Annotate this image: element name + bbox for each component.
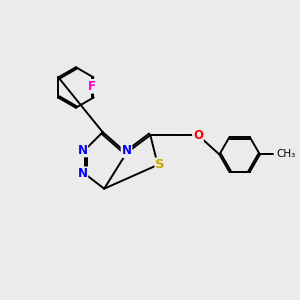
Text: N: N bbox=[77, 167, 88, 180]
Text: S: S bbox=[155, 158, 165, 171]
Text: CH₃: CH₃ bbox=[277, 149, 296, 160]
Text: N: N bbox=[77, 143, 88, 157]
Text: O: O bbox=[193, 129, 203, 142]
Text: N: N bbox=[122, 144, 131, 157]
Text: F: F bbox=[88, 80, 96, 93]
